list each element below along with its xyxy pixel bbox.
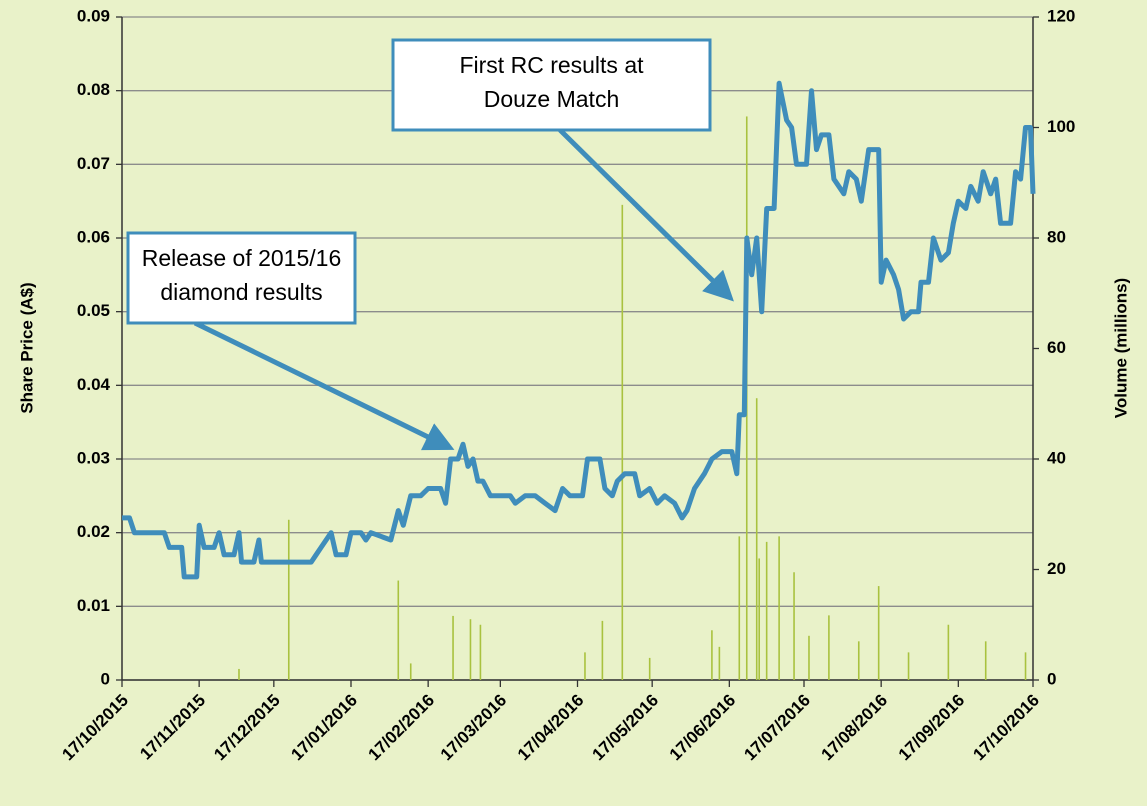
- volume-bar: [397, 580, 400, 680]
- y2-tick-label: 60: [1047, 338, 1066, 357]
- volume-bar: [648, 657, 651, 680]
- annotation-box: [391, 38, 712, 132]
- price-line: [122, 80, 1036, 580]
- y2-tick-label: 120: [1047, 6, 1075, 25]
- annotation-text: Release of 2015/16: [142, 245, 342, 271]
- volume-bar: [778, 536, 780, 680]
- y-tick-label: 0: [101, 669, 110, 688]
- volume-bar: [1024, 652, 1027, 680]
- annotation-text: Douze Match: [484, 86, 620, 112]
- y2-tick-label: 80: [1047, 227, 1066, 246]
- y-tick-label: 0.01: [77, 596, 110, 615]
- y2-tick-label: 20: [1047, 559, 1066, 578]
- volume-bar: [828, 615, 830, 680]
- volume-bar: [621, 204, 624, 680]
- y-tick-label: 0.05: [77, 301, 110, 320]
- volume-bar: [238, 668, 240, 680]
- volume-bar: [984, 641, 987, 680]
- y-tick-label: 0.02: [77, 522, 110, 541]
- y-tick-label: 0.09: [77, 6, 110, 25]
- annotation-text: First RC results at: [459, 52, 644, 78]
- annotation-text: diamond results: [160, 279, 322, 305]
- volume-bar: [738, 536, 741, 680]
- volume-bar: [601, 620, 604, 680]
- volume-bar: [857, 641, 860, 680]
- volume-bar: [718, 646, 721, 680]
- y2-tick-label: 100: [1047, 117, 1075, 136]
- volume-bar: [584, 652, 586, 680]
- y-tick-label: 0.03: [77, 448, 110, 467]
- y2-axis-label: Volume (millions): [1111, 278, 1130, 418]
- volume-bar: [758, 558, 761, 680]
- volume-bar: [469, 619, 472, 680]
- y2-tick-label: 0: [1047, 669, 1056, 688]
- volume-bar: [755, 398, 758, 680]
- y2-tick-label: 40: [1047, 448, 1066, 467]
- volume-bar: [711, 630, 713, 680]
- y-tick-label: 0.06: [77, 227, 110, 246]
- volume-bar: [765, 541, 768, 680]
- y-tick-label: 0.07: [77, 154, 110, 173]
- volume-bar: [877, 586, 880, 680]
- y-tick-label: 0.04: [77, 375, 111, 394]
- volume-bar: [452, 615, 454, 680]
- volume-bar: [947, 624, 950, 680]
- volume-bar: [808, 635, 810, 680]
- volume-bar: [287, 519, 290, 680]
- volume-bar: [479, 624, 482, 680]
- volume-bar: [409, 663, 412, 680]
- annotation-box: [126, 231, 357, 325]
- y-axis-label: Share Price (A$): [17, 282, 36, 413]
- annotation-arrow: [193, 320, 455, 451]
- annotation-arrow: [558, 128, 734, 302]
- y-tick-label: 0.08: [77, 80, 110, 99]
- volume-bar: [907, 652, 910, 680]
- volume-bar: [793, 572, 795, 680]
